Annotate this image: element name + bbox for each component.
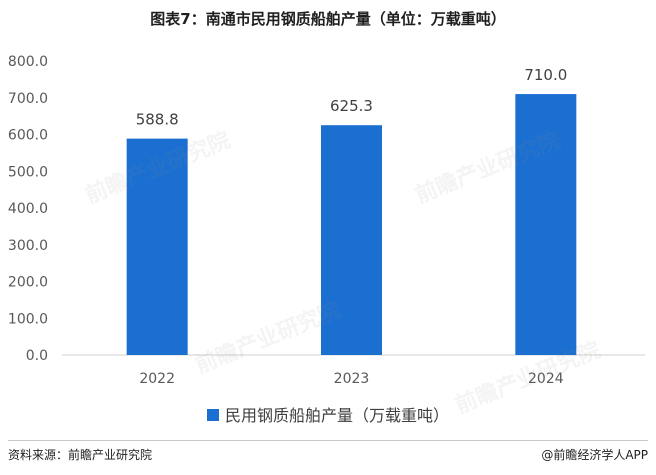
- y-tick-label: 200.0: [8, 275, 48, 291]
- data-label: 625.3: [330, 97, 373, 115]
- y-tick-label: 600.0: [8, 128, 48, 144]
- bar: [126, 138, 188, 355]
- y-tick-label: 800.0: [8, 54, 48, 70]
- y-tick-label: 0.0: [26, 348, 48, 364]
- legend-swatch: [206, 408, 219, 421]
- x-tick-label: 2022: [139, 371, 175, 387]
- y-tick-label: 500.0: [8, 164, 48, 180]
- bar: [515, 94, 577, 355]
- data-label: 588.8: [136, 111, 179, 129]
- y-tick-label: 700.0: [8, 91, 48, 107]
- data-label: 710.0: [524, 66, 567, 84]
- y-tick-label: 400.0: [8, 201, 48, 217]
- legend-label: 民用钢质船舶产量（万载重吨）: [224, 406, 449, 425]
- y-tick-label: 300.0: [8, 238, 48, 254]
- chart-title: 图表7：南通市民用钢质船舶产量（单位：万载重吨）: [150, 10, 506, 28]
- bar-chart: 0.0 100.0 200.0 300.0 400.0 500.0 600.0 700.0 80…: [8, 54, 645, 387]
- x-tick-label: 2024: [528, 371, 564, 387]
- y-tick-label: 100.0: [8, 311, 48, 327]
- source-note: 资料来源：前瞻产业研究院: [8, 448, 153, 462]
- x-tick-label: 2023: [334, 371, 370, 387]
- bar: [321, 125, 382, 356]
- footer-divider: [8, 440, 648, 441]
- legend: 民用钢质船舶产量（万载重吨）: [0, 402, 656, 426]
- credit-note: @前瞻经济学人APP: [541, 448, 648, 462]
